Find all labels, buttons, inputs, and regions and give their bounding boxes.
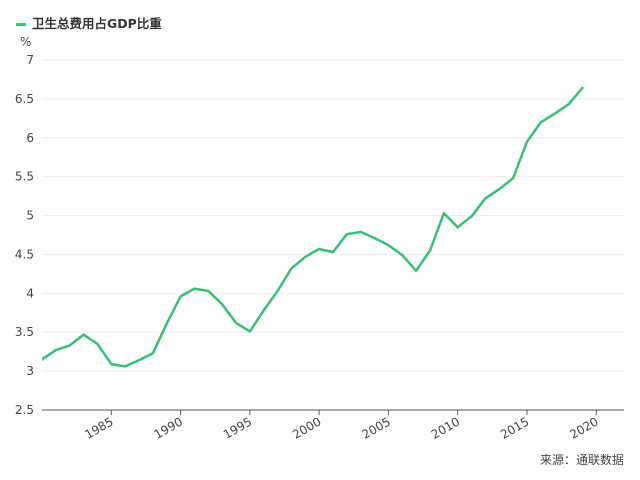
y-tick-label: 5.5 <box>15 170 34 184</box>
x-tick-label: 2005 <box>359 414 392 441</box>
x-tick-label: 1995 <box>221 414 254 441</box>
y-tick-label: 3.5 <box>15 325 34 339</box>
y-tick-label: 3 <box>26 364 34 378</box>
x-tick-label: 2020 <box>567 414 600 441</box>
y-axis-unit: % <box>20 35 31 49</box>
series-layer <box>42 86 584 368</box>
grid-layer <box>42 59 624 411</box>
series-line <box>42 86 584 368</box>
source-note: 来源：通联数据 <box>539 453 624 467</box>
x-tick-label: 2010 <box>429 414 462 441</box>
y-tick-label: 4.5 <box>15 247 34 261</box>
x-tick-label: 2000 <box>290 414 323 441</box>
y-tick-label: 7 <box>26 53 34 67</box>
legend: 卫生总费用占GDP比重 <box>16 16 162 32</box>
x-tick-label: 1985 <box>82 414 115 441</box>
x-tick-label: 1990 <box>152 414 185 441</box>
y-tick-label: 6 <box>26 131 34 145</box>
legend-label: 卫生总费用占GDP比重 <box>32 16 162 31</box>
x-tick-label: 2015 <box>498 414 531 441</box>
y-tick-label: 5 <box>26 209 34 223</box>
y-tick-labels: 2.5 3 3.5 4 4.5 5 5.5 6 6.5 7 <box>15 53 34 417</box>
y-tick-label: 6.5 <box>15 92 34 106</box>
y-tick-label: 4 <box>26 286 34 300</box>
legend-swatch <box>16 22 26 26</box>
y-tick-label: 2.5 <box>15 403 34 417</box>
x-tick-labels: 1985 1990 1995 2000 2005 2010 2015 2020 <box>82 410 601 442</box>
